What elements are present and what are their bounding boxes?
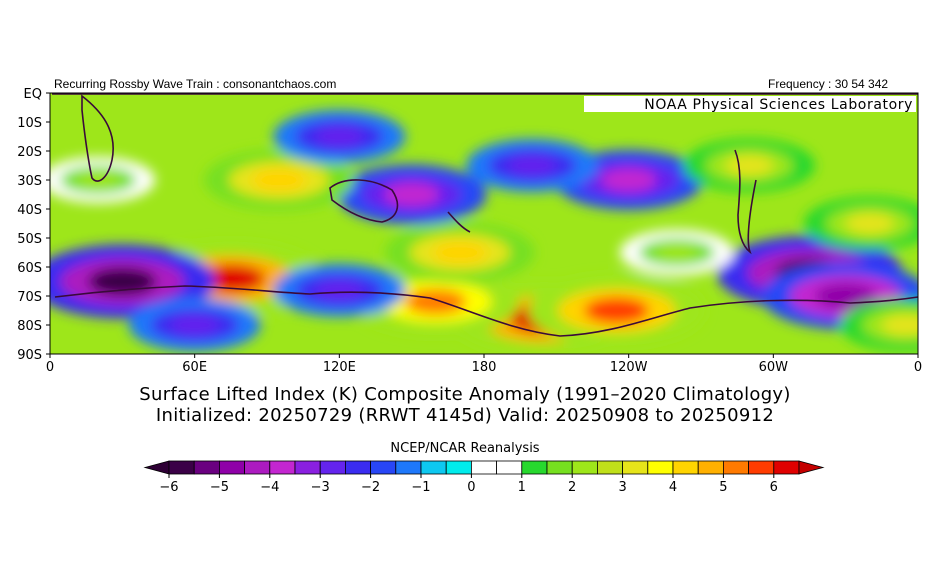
- x-tick-label: 120E: [323, 360, 356, 375]
- y-tick-label: 30S: [17, 174, 42, 189]
- lab-label-background: [584, 96, 916, 112]
- colorbar-swatch: [269, 460, 296, 475]
- x-axis: 0 60E 120E 180 120W 60W 0: [46, 354, 922, 375]
- colorbar-swatch: [344, 460, 371, 475]
- anomaly-core: [77, 171, 120, 189]
- y-tick-label: 90S: [17, 348, 42, 363]
- colorbar-swatch: [647, 460, 674, 475]
- colorbar-swatch: [470, 460, 497, 475]
- lab-label: NOAA Physical Sciences Laboratory: [644, 97, 913, 113]
- anomaly-core: [170, 315, 219, 335]
- y-tick-label: 60S: [17, 261, 42, 276]
- colorbar-swatch: [672, 460, 699, 475]
- data-source-label: NCEP/NCAR Reanalysis: [390, 441, 540, 456]
- colorbar-swatch: [218, 460, 245, 475]
- colorbar-swatch: [521, 460, 548, 475]
- colorbar-label: 2: [568, 480, 576, 495]
- y-tick-label: 70S: [17, 290, 42, 305]
- anomaly-core: [88, 267, 157, 296]
- anomaly-core: [251, 168, 307, 192]
- colorbar-label: 5: [719, 480, 727, 495]
- colorbar-swatch: [571, 460, 598, 475]
- header-frequency-text: Frequency : 30 54 342: [768, 77, 889, 91]
- colorbar: −6 −5 −4 −3 −2 −1 0 1 2 3 4 5 6: [143, 460, 825, 495]
- x-tick-label: 60W: [759, 360, 789, 375]
- colorbar-swatch: [319, 460, 346, 475]
- x-tick-label: 0: [46, 360, 54, 375]
- colorbar-label: 0: [467, 480, 475, 495]
- colorbar-swatch: [445, 460, 472, 475]
- colorbar-label: 3: [618, 480, 626, 495]
- anomaly-core: [601, 168, 657, 192]
- colorbar-swatch: [395, 460, 422, 475]
- y-tick-label: 10S: [17, 116, 42, 131]
- anomaly-core: [845, 213, 894, 234]
- colorbar-label: 1: [518, 480, 526, 495]
- colorbar-swatch: [168, 460, 195, 475]
- anomaly-core: [508, 155, 557, 176]
- header-credit-text: Recurring Rossby Wave Train : consonantc…: [54, 77, 337, 91]
- colorbar-swatch: [773, 460, 800, 475]
- colorbar-label: −5: [210, 480, 229, 495]
- x-tick-label: 180: [472, 360, 497, 375]
- anomaly-core: [881, 315, 918, 335]
- coastline-overlay: [52, 93, 918, 337]
- colorbar-under-arrow: [143, 460, 170, 475]
- chart-title: Surface Lifted Index (K) Composite Anoma…: [139, 384, 791, 405]
- colorbar-swatch: [723, 460, 750, 475]
- y-tick-label: 50S: [17, 232, 42, 247]
- colorbar-label: 6: [770, 480, 778, 495]
- colorbar-label: −2: [361, 480, 380, 495]
- colorbar-label: −3: [311, 480, 330, 495]
- y-tick-label: 40S: [17, 203, 42, 218]
- colorbar-label: −4: [260, 480, 279, 495]
- colorbar-label: −1: [411, 480, 430, 495]
- anomaly-core: [404, 289, 467, 315]
- anomaly-core: [584, 297, 650, 324]
- colorbar-swatch: [420, 460, 447, 475]
- y-tick-label: 20S: [17, 145, 42, 160]
- colorbar-swatch: [496, 460, 523, 475]
- y-axis: EQ 10S 20S 30S 40S 50S 60S 70S 80S 90S: [17, 87, 50, 363]
- colorbar-swatch: [244, 460, 271, 475]
- colorbar-swatch: [546, 460, 573, 475]
- anomaly-core: [384, 183, 440, 206]
- x-tick-label: 60E: [182, 360, 207, 375]
- colorbar-label: −6: [159, 480, 178, 495]
- colorbar-swatch: [294, 460, 321, 475]
- chart-subtitle: Initialized: 20250729 (RRWT 4145d) Valid…: [155, 405, 775, 426]
- colorbar-label: 4: [669, 480, 677, 495]
- anomaly-core: [432, 241, 488, 264]
- colorbar-swatch: [597, 460, 624, 475]
- colorbar-swatch: [748, 460, 775, 475]
- anomaly-core: [315, 280, 364, 301]
- y-tick-label: EQ: [24, 87, 42, 102]
- colorbar-swatch: [193, 460, 220, 475]
- heatmap-plot: NOAA Physical Sciences Laboratory: [49, 92, 919, 355]
- colorbar-over-arrow: [798, 460, 825, 475]
- x-tick-label: 120W: [610, 360, 648, 375]
- colorbar-swatch: [622, 460, 649, 475]
- y-tick-label: 80S: [17, 319, 42, 334]
- anomaly-core: [655, 243, 698, 262]
- anomaly-core: [725, 155, 774, 176]
- colorbar-swatch: [370, 460, 397, 475]
- colorbar-swatch: [697, 460, 724, 475]
- x-tick-label: 0: [914, 360, 922, 375]
- anomaly-core: [315, 126, 364, 147]
